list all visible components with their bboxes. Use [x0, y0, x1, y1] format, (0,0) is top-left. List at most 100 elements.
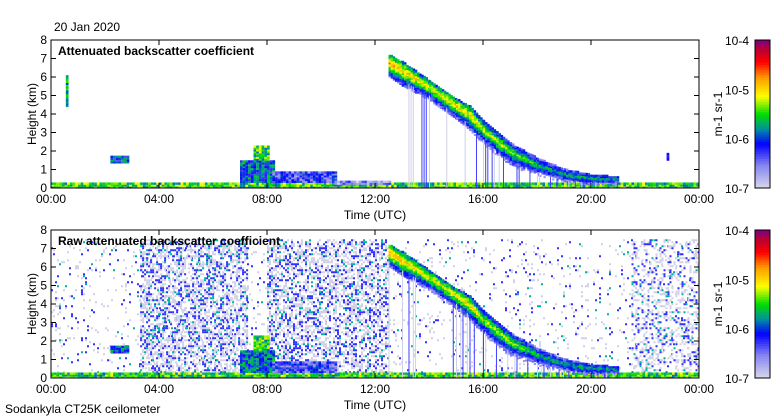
cloud-cell [462, 111, 465, 114]
noise-pixel [83, 319, 85, 322]
noise-pixel [150, 303, 153, 306]
backscatter-cell [655, 184, 659, 187]
backscatter-cell [253, 171, 257, 174]
backscatter-cell [204, 182, 208, 185]
backscatter-cell [680, 184, 683, 187]
cloud-cell [437, 98, 440, 101]
cloud-cell [475, 119, 479, 123]
noise-pixel [503, 289, 505, 292]
noise-pixel [545, 253, 547, 256]
cloud-cell [554, 170, 557, 173]
cloud-cell [433, 102, 436, 105]
noise-pixel [341, 351, 343, 354]
noise-pixel [587, 325, 589, 328]
noise-pixel [157, 287, 159, 290]
noise-pixel [158, 299, 161, 302]
noise-pixel [247, 285, 249, 288]
backscatter-cell [369, 182, 373, 185]
backscatter-cell [534, 184, 537, 187]
cloud-cell [616, 176, 620, 179]
cloud-cell [404, 74, 407, 77]
backscatter-cell [123, 184, 127, 187]
backscatter-cell [523, 186, 527, 189]
cloud-cell [439, 92, 443, 95]
cloud-cell [531, 160, 534, 163]
cloud-cell [498, 139, 501, 142]
cloud-cell [475, 121, 479, 124]
noise-pixel [152, 309, 155, 312]
noise-pixel [142, 357, 145, 360]
backscatter-cell [539, 184, 543, 187]
noise-pixel [181, 363, 183, 366]
cloud-cell [489, 147, 492, 150]
backscatter-cell [677, 182, 681, 185]
cloud-cell [579, 182, 582, 185]
backscatter-cell [61, 184, 65, 187]
noise-pixel [148, 335, 151, 338]
noise-pixel [144, 339, 147, 342]
noise-pixel [150, 351, 153, 354]
noise-pixel [467, 251, 469, 254]
noise-pixel [53, 249, 55, 252]
backscatter-cell [242, 165, 246, 169]
noise-pixel [154, 243, 157, 246]
cloud-cell [412, 81, 416, 84]
backscatter-cell [391, 182, 394, 185]
cloud-cell [399, 74, 402, 77]
noise-pixel [285, 317, 287, 320]
cloud-cell [390, 69, 393, 72]
backscatter-cell [469, 182, 473, 185]
noise-pixel [463, 271, 465, 274]
cloud-cell [402, 61, 405, 64]
cloud-cell [419, 92, 422, 95]
cloud-cell [417, 90, 420, 93]
noise-pixel [251, 333, 253, 336]
backscatter-cell [161, 182, 165, 185]
cloud-cell [460, 115, 463, 118]
noise-pixel [75, 241, 77, 244]
noise-pixel [158, 317, 161, 320]
noise-pixel [61, 345, 63, 348]
cloud-cell [552, 178, 555, 181]
noise-pixel [164, 357, 167, 360]
backscatter-cell [242, 169, 246, 172]
noise-pixel [597, 269, 599, 272]
noise-pixel [142, 265, 145, 268]
backscatter-cell [253, 167, 257, 170]
cloud-cell [576, 170, 580, 173]
noise-pixel [441, 257, 443, 260]
cloud-cell [560, 177, 564, 180]
backscatter-cell [264, 163, 267, 167]
cloud-cell [404, 80, 407, 83]
backscatter-cell [253, 149, 257, 152]
noise-pixel [629, 347, 631, 350]
y-tick-label: 4 [40, 107, 47, 121]
noise-pixel [543, 317, 545, 320]
x-tick-label: 00:00 [36, 192, 66, 206]
noise-pixel [148, 353, 151, 356]
cloud-cell [552, 171, 555, 174]
backscatter-cell [477, 182, 481, 185]
backscatter-cell [380, 186, 384, 189]
noise-pixel [156, 371, 159, 374]
noise-pixel [158, 265, 161, 268]
backscatter-cell [164, 184, 168, 187]
noise-pixel [53, 315, 55, 318]
backscatter-cell [342, 184, 346, 187]
cloud-cell [433, 93, 436, 96]
noise-pixel [533, 323, 535, 326]
cloud-cell [502, 158, 506, 161]
noise-pixel [573, 321, 575, 324]
backscatter-cell [67, 186, 70, 189]
noise-pixel [243, 343, 245, 346]
noise-pixel [164, 295, 167, 298]
cloud-cell [446, 108, 449, 111]
cloud-cell [510, 163, 513, 166]
cloud-cell [583, 177, 586, 180]
backscatter-cell [272, 162, 276, 165]
noise-pixel [160, 347, 163, 350]
noise-pixel [681, 319, 683, 322]
noise-pixel [152, 371, 155, 374]
noise-pixel [109, 359, 111, 362]
noise-pixel [681, 287, 683, 290]
